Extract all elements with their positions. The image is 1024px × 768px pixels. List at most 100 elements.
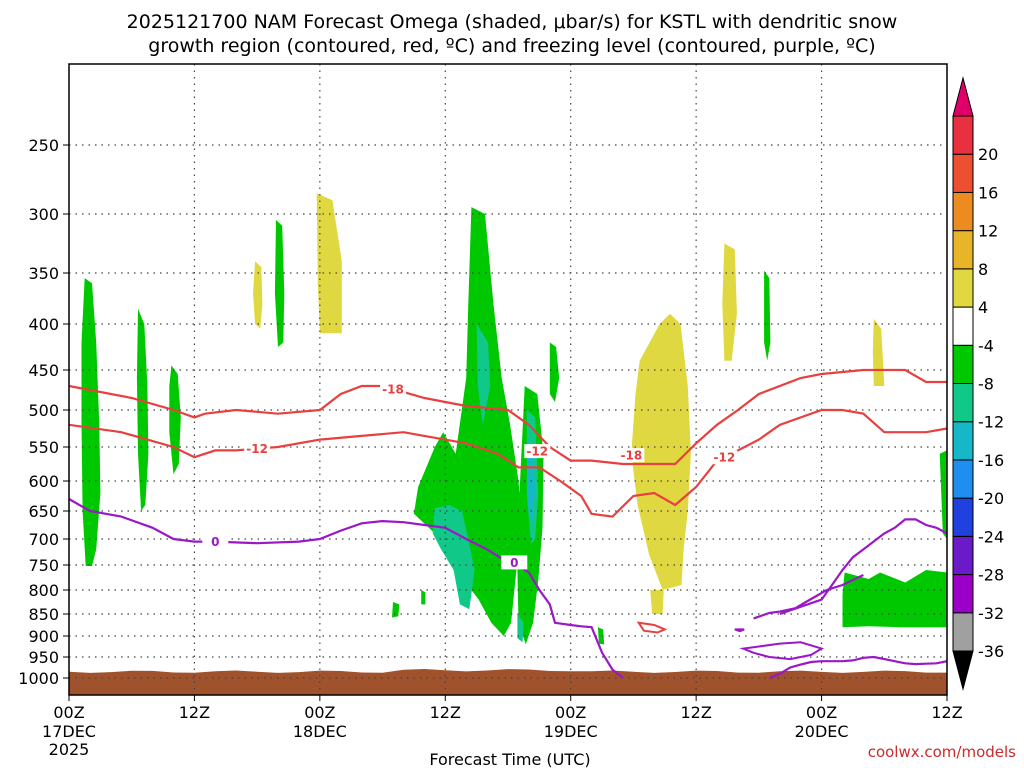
extra-label-bg-1 <box>618 448 645 463</box>
colorbar-swatch-10 <box>952 268 974 308</box>
colorbar-swatch-8 <box>952 344 974 384</box>
y-tick-label-450: 450 <box>28 361 59 380</box>
contour-label-bg-2 <box>202 534 229 549</box>
colorbar-swatch-3 <box>952 535 974 576</box>
extra-contour-label-0: -12 <box>526 445 548 459</box>
colorbar-label--32: -32 <box>978 604 1004 623</box>
contour-label-bg-0 <box>380 382 407 396</box>
omega-region-15 <box>421 590 426 605</box>
grid-layer <box>69 64 947 695</box>
contour-label-2: 0 <box>211 535 219 549</box>
y-tick-label-650: 650 <box>28 502 59 521</box>
colorbar-swatch-7 <box>952 383 974 423</box>
contour-layer: -18 -12 0 -12 -18 -12 0 <box>68 368 948 680</box>
colorbar-swatch-14 <box>952 115 974 155</box>
colorbar-swatch-13 <box>952 153 974 193</box>
omega-region-12 <box>517 614 524 643</box>
credit-link[interactable]: coolwx.com/models <box>868 743 1016 761</box>
extra-contour-label-2: -12 <box>714 451 736 465</box>
x-tick-label-24: 00Z <box>304 703 335 722</box>
colorbar-label--4: -4 <box>978 336 994 355</box>
y-tick-label-850: 850 <box>28 605 59 624</box>
omega-region-13 <box>549 342 560 402</box>
colorbar-label--28: -28 <box>978 566 1004 585</box>
y-tick-label-500: 500 <box>28 401 59 420</box>
closed-contour-1 <box>734 628 745 633</box>
omega-region-23 <box>939 450 947 539</box>
y-tick-label-900: 900 <box>28 627 59 646</box>
colorbar-label--20: -20 <box>978 489 1004 508</box>
colorbar-swatch-11 <box>952 230 974 270</box>
extra-label-bg-2 <box>711 450 738 465</box>
omega-region-22 <box>842 570 947 628</box>
colorbar-label--16: -16 <box>978 451 1004 470</box>
colorbar-label--24: -24 <box>978 527 1004 546</box>
plot-frame <box>68 63 948 696</box>
colorbar-label-4: 4 <box>978 298 988 317</box>
x-tick-label-48: 00Z <box>555 703 586 722</box>
y-tick-label-750: 750 <box>28 556 59 575</box>
colorbar-label-16: 16 <box>978 183 998 202</box>
colorbar-label-8: 8 <box>978 260 988 279</box>
colorbar-swatch-12 <box>952 191 974 232</box>
chart-title-line2: growth region (contoured, red, ºC) and f… <box>148 35 875 57</box>
y-tick-label-350: 350 <box>28 264 59 283</box>
contour-label-0: -18 <box>382 383 404 397</box>
terrain-fill <box>69 669 947 695</box>
x-tick-label-60: 12Z <box>680 703 711 722</box>
omega-region-3 <box>253 261 263 329</box>
chart-title-line1: 2025121700 NAM Forecast Omega (shaded, μ… <box>127 11 898 33</box>
colorbar-swatch-2 <box>952 574 974 614</box>
omega-region-14 <box>392 602 400 618</box>
extra-contour-label-3: 0 <box>510 556 518 570</box>
y-tick-label-950: 950 <box>28 648 59 667</box>
contour-3 <box>779 518 948 616</box>
extra-label-bg-3 <box>501 555 528 570</box>
omega-region-18 <box>650 590 664 614</box>
omega-region-17 <box>631 313 691 590</box>
x-tick-label-12: 12Z <box>179 703 210 722</box>
omega-region-16 <box>597 627 605 645</box>
contour-label-bg-1 <box>244 441 271 456</box>
colorbar-label--36: -36 <box>978 642 1004 661</box>
x-tick-label-0: 00Z <box>53 703 84 722</box>
extra-contour-label-1: -18 <box>620 449 642 463</box>
contour-2 <box>68 498 624 679</box>
terrain-layer <box>69 669 947 695</box>
x-tick-year-0: 2025 <box>49 740 90 759</box>
x-tick-label-72: 00Z <box>806 703 837 722</box>
contour-5 <box>753 574 864 620</box>
omega-region-2 <box>169 365 181 475</box>
omega-shading-layer <box>81 193 947 645</box>
x-tick-day-24: 18DEC <box>293 722 347 741</box>
colorbar-swatch-4 <box>952 497 974 537</box>
omega-region-4 <box>274 219 285 347</box>
contour-label-1: -12 <box>246 442 268 456</box>
omega-region-20 <box>764 270 771 361</box>
omega-region-19 <box>722 243 737 361</box>
contour-4 <box>768 655 948 680</box>
colorbar-swatch-1 <box>952 612 974 652</box>
y-tick-label-1000: 1000 <box>18 669 59 688</box>
omega-region-0 <box>81 278 101 566</box>
colorbar-label-20: 20 <box>978 145 998 164</box>
omega-region-7 <box>432 505 475 610</box>
y-tick-label-600: 600 <box>28 472 59 491</box>
x-tick-day-48: 19DEC <box>544 722 598 741</box>
x-tick-label-36: 12Z <box>430 703 461 722</box>
colorbar-label--12: -12 <box>978 413 1004 432</box>
colorbar-label--8: -8 <box>978 375 994 394</box>
closed-contour-0 <box>636 621 668 634</box>
y-tick-label-550: 550 <box>28 438 59 457</box>
colorbar-swatch-0 <box>952 650 974 691</box>
extra-label-bg-0 <box>524 444 551 459</box>
omega-region-21 <box>872 318 885 386</box>
colorbar-swatch-6 <box>952 421 974 461</box>
colorbar-label-12: 12 <box>978 222 998 241</box>
y-tick-label-400: 400 <box>28 315 59 334</box>
x-tick-day-0: 17DEC <box>42 722 96 741</box>
colorbar-swatch-15 <box>952 76 974 117</box>
y-tick-label-800: 800 <box>28 581 59 600</box>
